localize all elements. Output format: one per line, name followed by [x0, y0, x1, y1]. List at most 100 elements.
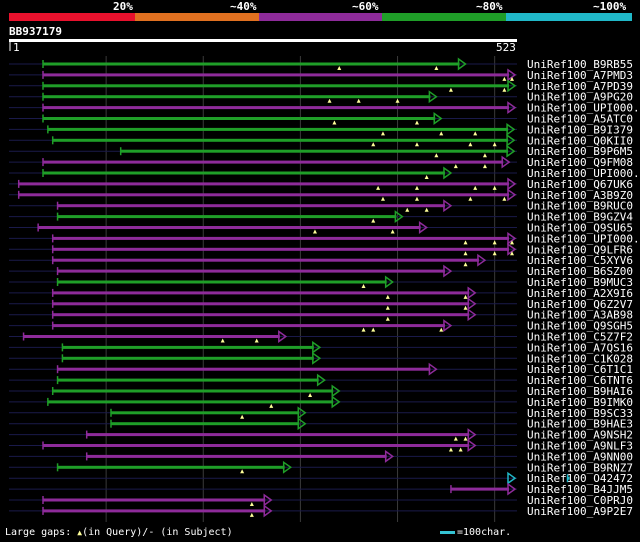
- hit-bar[interactable]: [57, 204, 445, 208]
- hit-row[interactable]: UniRef100_UPI000..: [9, 101, 640, 115]
- hit-name-link[interactable]: UniRef100_B4JJM5: [527, 483, 633, 496]
- hit-bar[interactable]: [52, 236, 509, 240]
- hit-row[interactable]: UniRef100_Q9FM08: [9, 155, 633, 169]
- hit-name-link[interactable]: UniRef100_A5ATC0: [527, 113, 633, 126]
- hit-row[interactable]: UniRef100_Q9SGH5: [9, 319, 633, 333]
- hit-row[interactable]: UniRef100_O42472: [9, 471, 633, 485]
- hit-name-link[interactable]: UniRef100_Q67UK6: [527, 178, 633, 191]
- hit-row[interactable]: UniRef100_C6T1C1: [9, 362, 633, 376]
- hit-bar[interactable]: [42, 171, 445, 175]
- hit-bar[interactable]: [57, 215, 397, 219]
- hit-bar[interactable]: [42, 444, 470, 447]
- hit-bar[interactable]: [38, 226, 421, 229]
- hit-bar[interactable]: [120, 149, 509, 153]
- hit-name-link[interactable]: UniRef100_Q9FM08: [527, 156, 633, 169]
- hit-name-link[interactable]: UniRef100_C6TNT6: [527, 374, 633, 387]
- hit-name-link[interactable]: UniRef100_A9PG20: [527, 91, 633, 104]
- hit-bar[interactable]: [42, 106, 509, 110]
- hit-row[interactable]: UniRef100_B9IMK0: [9, 395, 633, 409]
- hit-name-link[interactable]: UniRef100_A9NN00: [527, 450, 633, 463]
- hit-name-link[interactable]: UniRef100_A3B9Z0: [527, 189, 633, 202]
- hit-row[interactable]: UniRef100_Q9LFR6: [9, 242, 633, 256]
- hit-bar[interactable]: [57, 367, 431, 371]
- hit-row[interactable]: UniRef100_Q0KII0: [9, 133, 633, 147]
- hit-bar[interactable]: [52, 247, 509, 251]
- hit-bar[interactable]: [42, 62, 460, 66]
- hit-row[interactable]: UniRef100_A9NSH2: [9, 428, 633, 442]
- hit-name-link[interactable]: UniRef100_B9I379: [527, 123, 633, 136]
- hit-row[interactable]: UniRef100_C6TNT6: [9, 373, 633, 387]
- hit-name-link[interactable]: UniRef100_UPI000..: [527, 232, 640, 245]
- hit-bar[interactable]: [57, 378, 319, 382]
- hit-bar[interactable]: [42, 498, 266, 502]
- hit-bar[interactable]: [52, 138, 509, 142]
- hit-name-link[interactable]: UniRef100_B6SZ00: [527, 265, 633, 278]
- hit-row[interactable]: UniRef100_A7PD39: [9, 79, 633, 93]
- hit-bar[interactable]: [42, 160, 504, 164]
- hit-name-link[interactable]: UniRef100_B9RB55: [527, 58, 633, 71]
- hit-row[interactable]: UniRef100_B9P6M5: [9, 144, 633, 158]
- hit-row[interactable]: UniRef100_A9NN00: [9, 449, 633, 463]
- hit-row[interactable]: UniRef100_C1K028: [9, 351, 633, 365]
- hit-name-link[interactable]: UniRef100_B9RUC0: [527, 200, 633, 213]
- hit-name-link[interactable]: UniRef100_A3AB98: [527, 309, 633, 322]
- hit-row[interactable]: UniRef100_B9HAE3: [9, 417, 633, 431]
- hit-row[interactable]: UniRef100_B9MUC3: [9, 275, 633, 289]
- hit-name-link[interactable]: UniRef100_B9SC33: [527, 407, 633, 420]
- hit-bar[interactable]: [110, 411, 300, 415]
- hit-bar[interactable]: [18, 193, 509, 197]
- hit-bar[interactable]: [52, 324, 445, 328]
- hit-row[interactable]: UniRef100_A9NLF3: [9, 439, 633, 453]
- hit-row[interactable]: UniRef100_Q67UK6: [9, 177, 633, 191]
- hit-bar[interactable]: [42, 73, 509, 77]
- hit-name-link[interactable]: UniRef100_B9MUC3: [527, 276, 633, 289]
- hit-bar[interactable]: [52, 302, 470, 306]
- hit-bar[interactable]: [42, 84, 509, 88]
- hit-bar[interactable]: [52, 389, 334, 393]
- hit-name-link[interactable]: UniRef100_A9P2E7: [527, 505, 633, 518]
- hit-name-link[interactable]: UniRef100_Q6Z2V7: [527, 298, 633, 311]
- hit-name-link[interactable]: UniRef100_C1K028: [527, 352, 633, 365]
- hit-row[interactable]: UniRef100_C5XYV6: [9, 253, 633, 267]
- hit-row[interactable]: UniRef100_UPI000..: [9, 231, 640, 245]
- hit-row[interactable]: UniRef100_B9HAI6: [9, 384, 633, 398]
- hit-name-link[interactable]: UniRef100_B9P6M5: [527, 145, 633, 158]
- hit-name-link[interactable]: UniRef100_UPI000..: [527, 102, 640, 115]
- hit-row[interactable]: UniRef100_A7PMD3: [9, 68, 633, 82]
- hit-bar[interactable]: [57, 465, 285, 469]
- hit-row[interactable]: UniRef100_B9RB55: [9, 57, 633, 71]
- hit-name-link[interactable]: UniRef100_B9GZV4: [527, 211, 633, 224]
- hit-bar[interactable]: [62, 356, 314, 360]
- hit-name-link[interactable]: UniRef100_C5Z7F2: [527, 331, 633, 344]
- hit-name-link[interactable]: UniRef100_A2X9I6: [527, 287, 633, 300]
- hit-name-link[interactable]: UniRef100_C6T1C1: [527, 363, 633, 376]
- hit-row[interactable]: UniRef100_A7QS16: [9, 340, 633, 354]
- hit-bar[interactable]: [52, 258, 479, 262]
- hit-row[interactable]: UniRef100_A9PG20: [9, 90, 633, 104]
- hit-row[interactable]: UniRef100_Q9SU65: [9, 221, 633, 235]
- hit-bar[interactable]: [567, 476, 570, 480]
- hit-row[interactable]: UniRef100_A3B9Z0: [9, 188, 633, 202]
- hit-bar[interactable]: [86, 433, 470, 437]
- hit-name-link[interactable]: UniRef100_Q9LFR6: [527, 243, 633, 256]
- hit-bar[interactable]: [47, 400, 334, 404]
- hit-row[interactable]: UniRef100_B4JJM5: [9, 482, 633, 496]
- hit-bar[interactable]: [57, 269, 445, 273]
- hit-row[interactable]: UniRef100_UPI000..: [9, 166, 640, 180]
- hit-row[interactable]: UniRef100_B9SC33: [9, 406, 633, 420]
- hit-name-link[interactable]: UniRef100_A7PD39: [527, 80, 633, 93]
- hit-row[interactable]: UniRef100_A5ATC0: [9, 112, 633, 126]
- hit-bar[interactable]: [62, 345, 314, 349]
- hit-name-link[interactable]: UniRef100_B9IMK0: [527, 396, 633, 409]
- hit-name-link[interactable]: UniRef100_B9RNZ7: [527, 461, 633, 474]
- hit-row[interactable]: UniRef100_B9GZV4: [9, 210, 633, 224]
- hit-bar[interactable]: [52, 291, 470, 295]
- hit-name-link[interactable]: UniRef100_O42472: [527, 472, 633, 485]
- hit-row[interactable]: UniRef100_A3AB98: [9, 308, 633, 322]
- hit-name-link[interactable]: UniRef100_Q9SU65: [527, 222, 633, 235]
- hit-row[interactable]: UniRef100_C0PRJ0: [9, 493, 633, 507]
- hit-row[interactable]: UniRef100_A9P2E7: [9, 504, 633, 518]
- hit-name-link[interactable]: UniRef100_Q9SGH5: [527, 320, 633, 333]
- hit-bar[interactable]: [86, 454, 387, 458]
- hit-row[interactable]: UniRef100_B9RNZ7: [9, 460, 633, 474]
